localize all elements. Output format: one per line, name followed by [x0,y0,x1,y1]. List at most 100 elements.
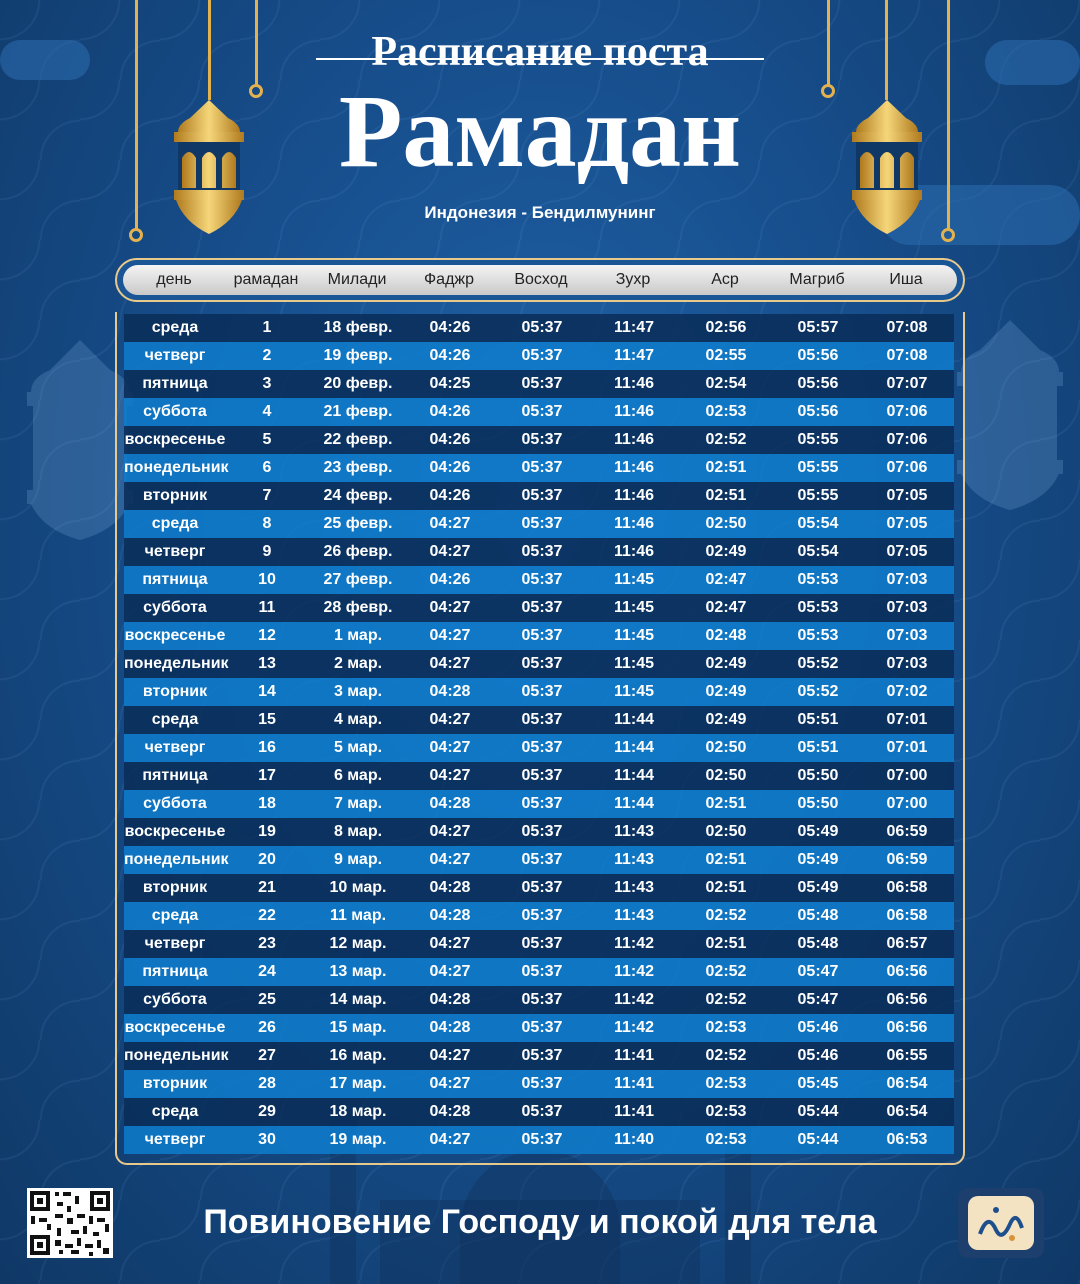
cell-asr: 02:49 [705,543,747,560]
cell-asr: 02:55 [705,347,747,364]
cell-asr: 02:53 [705,1019,747,1036]
cell-isha: 07:06 [886,431,928,448]
table-row: среда 22 11 мар. 04:28 05:37 11:43 02:52 05:48 0… [124,902,954,930]
cell-sunrise: 05:37 [521,851,563,868]
cell-sunrise: 05:37 [521,935,563,952]
cell-asr: 02:53 [705,1131,747,1148]
column-header-isha: Иша [889,271,923,288]
cell-dhuhr: 11:46 [613,459,655,476]
cell-day: вторник [142,487,208,504]
cell-fajr: 04:27 [429,627,471,644]
cell-dhuhr: 11:46 [613,487,655,504]
table-row: пятница 17 6 мар. 04:27 05:37 11:44 02:50 05:50… [124,762,954,790]
cell-asr: 02:53 [705,1103,747,1120]
cell-gregorian: 22 февр. [323,431,393,448]
cell-maghrib: 05:45 [797,1075,839,1092]
cell-day: пятница [142,963,208,980]
cell-isha: 07:00 [886,767,928,784]
cell-ramadan: 3 [262,375,272,392]
cell-ramadan: 11 [258,599,276,616]
table-row: среда 29 18 мар. 04:28 05:37 11:41 02:53 05:44 0… [124,1098,954,1126]
cell-asr: 02:50 [705,767,747,784]
cell-sunrise: 05:37 [521,375,563,392]
cell-sunrise: 05:37 [521,1103,563,1120]
cell-sunrise: 05:37 [521,487,563,504]
table-row: четверг 30 19 мар. 04:27 05:37 11:40 02:53 05:4… [124,1126,954,1154]
cell-maghrib: 05:46 [797,1019,839,1036]
hanging-string [135,0,138,230]
cell-sunrise: 05:37 [521,431,563,448]
cell-asr: 02:53 [705,403,747,420]
cell-gregorian: 19 февр. [323,347,393,364]
cell-gregorian: 16 мар. [329,1047,387,1064]
table-row: среда 15 4 мар. 04:27 05:37 11:44 02:49 05:51 07… [124,706,954,734]
cell-isha: 07:06 [886,459,928,476]
title-strike-line [316,58,764,60]
cell-day: понедельник [124,851,229,868]
cell-dhuhr: 11:43 [613,879,655,896]
cell-dhuhr: 11:40 [613,1131,655,1148]
cell-dhuhr: 11:42 [613,1019,655,1036]
cell-asr: 02:52 [705,1047,747,1064]
cell-fajr: 04:27 [429,711,471,728]
cell-maghrib: 05:49 [797,879,839,896]
cell-ramadan: 13 [258,655,276,672]
cell-maghrib: 05:49 [797,851,839,868]
cell-sunrise: 05:37 [521,991,563,1008]
cell-isha: 06:56 [886,991,928,1008]
cell-maghrib: 05:52 [797,683,839,700]
cell-sunrise: 05:37 [521,1019,563,1036]
cell-fajr: 04:26 [429,487,471,504]
cell-maghrib: 05:56 [797,375,839,392]
cell-day: понедельник [124,459,229,476]
cell-isha: 07:03 [886,627,928,644]
cell-sunrise: 05:37 [521,795,563,812]
cell-isha: 06:53 [886,1131,928,1148]
cell-ramadan: 29 [258,1103,276,1120]
cell-sunrise: 05:37 [521,683,563,700]
cell-asr: 02:48 [705,627,747,644]
cell-asr: 02:52 [705,907,747,924]
cell-gregorian: 18 мар. [329,1103,387,1120]
cell-fajr: 04:27 [429,655,471,672]
cell-dhuhr: 11:47 [613,319,655,336]
cell-gregorian: 8 мар. [333,823,383,840]
hanging-string [947,0,950,230]
cell-gregorian: 5 мар. [333,739,383,756]
cell-ramadan: 17 [258,767,276,784]
cloud-decoration [985,40,1080,85]
cell-dhuhr: 11:46 [613,375,655,392]
cell-gregorian: 21 февр. [323,403,393,420]
cell-isha: 07:03 [886,571,928,588]
cell-ramadan: 4 [262,403,272,420]
cell-fajr: 04:26 [429,403,471,420]
cell-gregorian: 27 февр. [323,571,393,588]
app-logo-icon[interactable] [958,1188,1044,1258]
cell-maghrib: 05:57 [797,319,839,336]
cell-maghrib: 05:53 [797,627,839,644]
cell-sunrise: 05:37 [521,963,563,980]
cell-sunrise: 05:37 [521,739,563,756]
cell-maghrib: 05:46 [797,1047,839,1064]
qr-code[interactable] [27,1188,113,1258]
cell-day: среда [151,515,199,532]
table-row: суббота 18 7 мар. 04:28 05:37 11:44 02:51 05:50… [124,790,954,818]
cell-dhuhr: 11:46 [613,543,655,560]
hanging-ring [941,228,955,242]
table-row: вторник 14 3 мар. 04:28 05:37 11:45 02:49 05:52… [124,678,954,706]
cell-sunrise: 05:37 [521,627,563,644]
cell-maghrib: 05:47 [797,963,839,980]
cell-day: среда [151,319,199,336]
cell-day: воскресенье [124,431,226,448]
footer-slogan: Повиновение Господу и покой для тела [203,1203,877,1241]
cell-asr: 02:49 [705,655,747,672]
cell-fajr: 04:25 [429,375,471,392]
cell-maghrib: 05:48 [797,935,839,952]
table-row: четверг 23 12 мар. 04:27 05:37 11:42 02:51 05:4… [124,930,954,958]
cell-asr: 02:56 [705,319,747,336]
cell-sunrise: 05:37 [521,767,563,784]
cell-day: суббота [143,403,207,420]
cell-fajr: 04:27 [429,599,471,616]
cell-isha: 07:05 [886,543,928,560]
cell-fajr: 04:27 [429,1131,471,1148]
